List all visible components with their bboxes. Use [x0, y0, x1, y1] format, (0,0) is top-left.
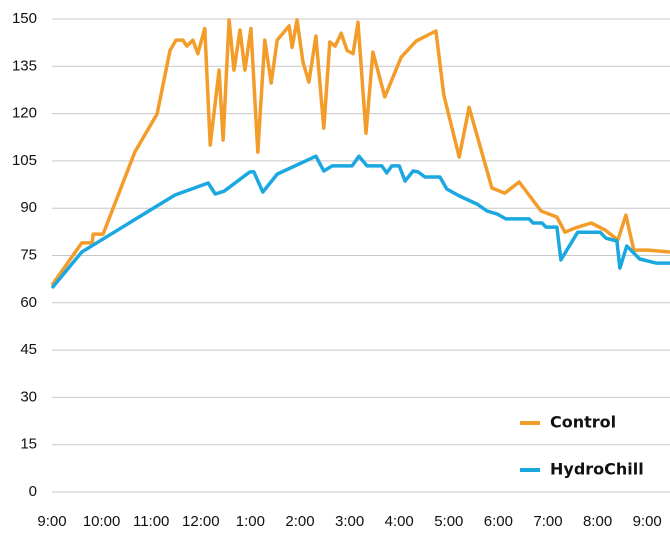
y-tick-label: 60 — [20, 294, 37, 311]
x-tick-label: 7:00 — [533, 513, 562, 530]
y-tick-label: 0 — [29, 483, 37, 500]
data-line — [50, 18, 670, 287]
y-tick-label: 75 — [20, 246, 37, 263]
x-tick-label: 11:00 — [133, 513, 169, 530]
x-tick-label: 8:00 — [583, 513, 612, 530]
x-tick-label: 12:00 — [182, 513, 220, 530]
x-tick-label: 10:00 — [83, 513, 121, 530]
x-tick-label: 6:00 — [484, 513, 513, 530]
x-tick-label: 9:00 — [633, 513, 662, 530]
y-tick-label: 90 — [20, 199, 37, 216]
x-tick-label: 4:00 — [385, 513, 414, 530]
legend-label: Control — [550, 413, 616, 432]
y-tick-label: 150 — [12, 10, 37, 27]
x-tick-label: 3:00 — [335, 513, 364, 530]
x-tick-label: 9:00 — [37, 513, 66, 530]
x-tick-label: 5:00 — [434, 513, 463, 530]
y-tick-label: 120 — [12, 105, 37, 122]
y-tick-label: 45 — [20, 341, 37, 358]
y-tick-label: 15 — [20, 436, 37, 453]
legend-label: HydroChill — [550, 460, 644, 479]
y-tick-label: 30 — [20, 388, 37, 405]
y-tick-label: 105 — [12, 152, 37, 169]
x-tick-label: 1:00 — [236, 513, 265, 530]
y-tick-label: 135 — [12, 57, 37, 74]
x-tick-label: 2:00 — [285, 513, 314, 530]
data-line — [50, 154, 670, 290]
